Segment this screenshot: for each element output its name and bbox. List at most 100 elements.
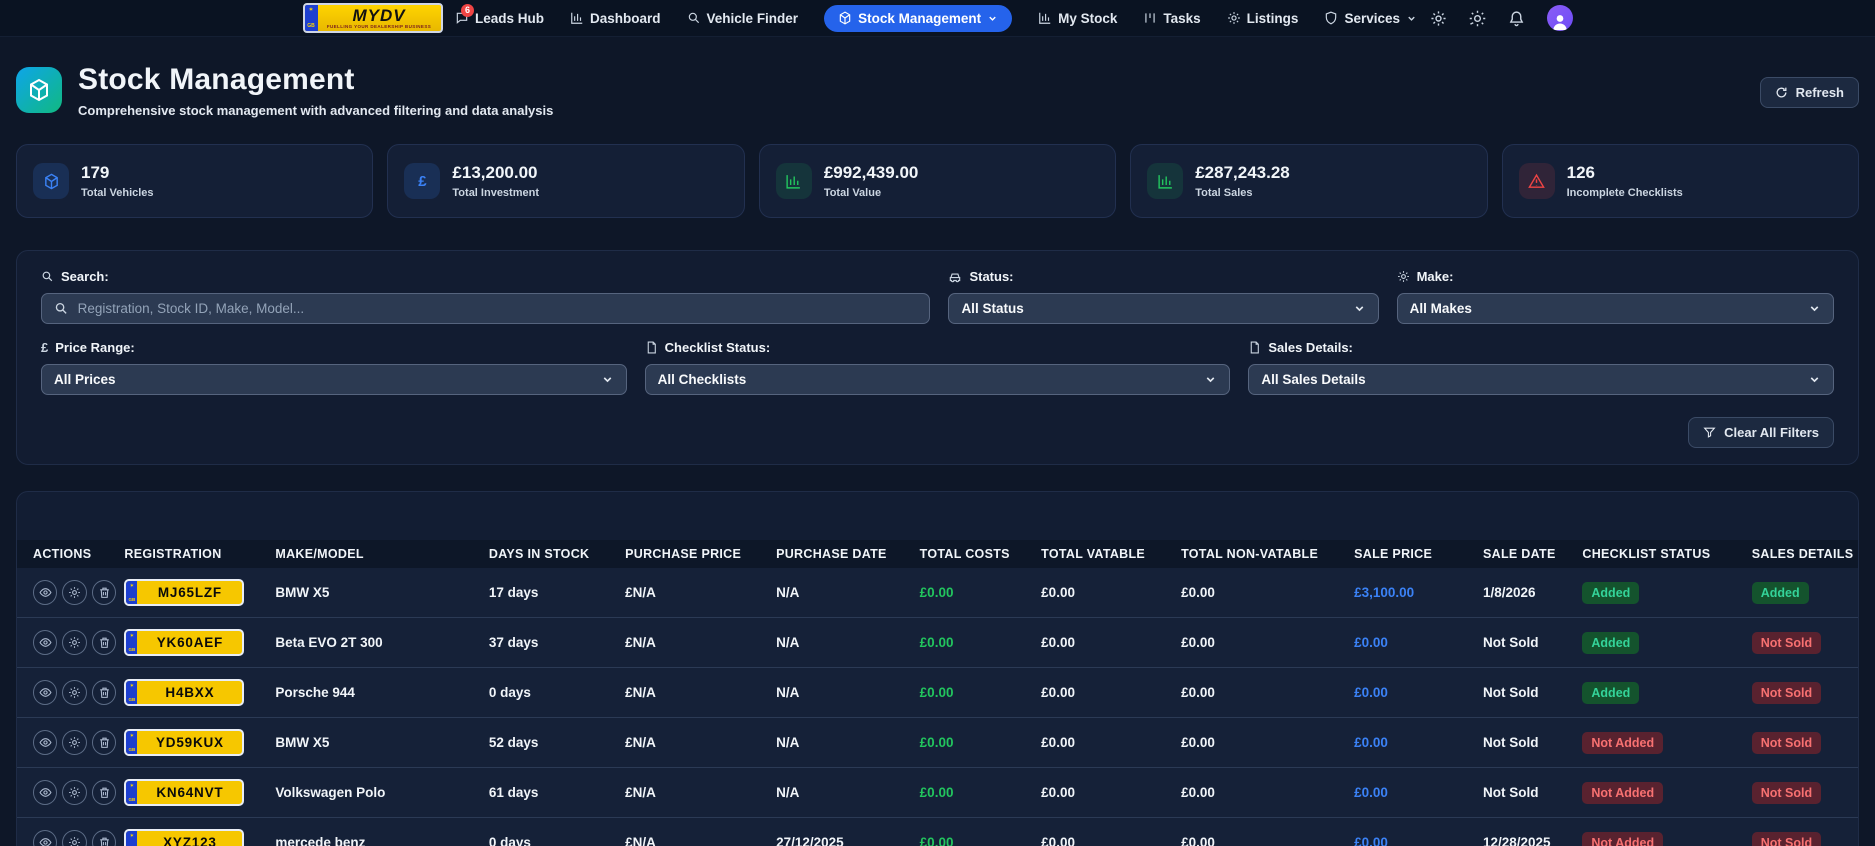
delete-button[interactable] — [91, 830, 117, 846]
checklist-status-badge: Added — [1582, 681, 1640, 704]
search-icon — [55, 302, 67, 314]
sale-date-cell: 1/8/2026 — [1482, 585, 1536, 600]
row-actions — [17, 830, 117, 846]
registration-plate[interactable]: ✶ GB KN64NVT — [124, 779, 245, 806]
purchase-price-cell: £N/A — [625, 685, 656, 700]
purchase-date-cell: N/A — [776, 585, 800, 600]
refresh-button[interactable]: Refresh — [1759, 77, 1859, 108]
checklist-status-select[interactable]: All Checklists — [644, 364, 1231, 395]
gear-icon — [69, 637, 81, 648]
delete-button[interactable] — [91, 780, 117, 805]
stat-label: Incomplete Checklists — [1566, 187, 1683, 199]
registration-text: XYZ123 — [163, 835, 217, 846]
nav-leads-hub[interactable]: 6 Leads Hub — [455, 3, 544, 26]
car-icon — [950, 273, 961, 282]
app-logo[interactable]: ✶ GB MYDV FUELLING YOUR DEALERSHIP BUSIN… — [302, 3, 443, 33]
eye-icon — [39, 588, 52, 597]
registration-plate[interactable]: ✶ GB H4BXX — [124, 679, 245, 706]
trash-icon — [99, 687, 109, 698]
logo-tagline: FUELLING YOUR DEALERSHIP BUSINESS — [326, 23, 432, 29]
registration-plate[interactable]: ✶GB XYZ123 — [124, 829, 245, 846]
view-button[interactable] — [33, 630, 58, 655]
sale-price-cell: £3,100.00 — [1354, 585, 1415, 600]
gear-icon — [69, 787, 81, 798]
table-row: ✶ GB KN64NVT Volkswagen Polo 61 days £N/A… — [17, 768, 1858, 818]
leads-count-badge: 6 — [461, 3, 474, 17]
table-row: ✶ GB YD59KUX BMW X5 52 days £N/A N/A £0.0… — [17, 718, 1858, 768]
make-select[interactable]: All Makes — [1396, 293, 1834, 324]
settings-icon[interactable] — [1430, 10, 1447, 27]
total-vatable-cell: £0.00 — [1041, 735, 1075, 750]
view-button[interactable] — [33, 580, 58, 605]
col-make-model: MAKE/MODEL — [275, 547, 364, 561]
purchase-date-cell: 27/12/2025 — [776, 835, 844, 846]
eu-stars-icon: ✶ — [130, 683, 134, 688]
edit-button[interactable] — [62, 580, 87, 605]
stat-total-value: £992,439.00 Total Value — [758, 144, 1117, 218]
registration-plate[interactable]: ✶ GB YD59KUX — [124, 729, 245, 756]
purchase-date-cell: N/A — [776, 635, 800, 650]
nav-my-stock[interactable]: My Stock — [1038, 11, 1117, 26]
edit-button[interactable] — [62, 630, 87, 655]
nav-tasks[interactable]: Tasks — [1143, 11, 1201, 26]
row-actions — [17, 630, 117, 655]
delete-button[interactable] — [91, 630, 117, 655]
delete-button[interactable] — [91, 730, 117, 755]
status-select[interactable]: All Status — [948, 293, 1379, 324]
nav-services[interactable]: Services — [1324, 11, 1417, 26]
purchase-date-cell: N/A — [776, 735, 800, 750]
theme-toggle-sun-icon[interactable] — [1469, 10, 1486, 27]
sale-date-cell: Not Sold — [1482, 785, 1539, 800]
col-total-non-vatable: TOTAL NON-VATABLE — [1181, 547, 1319, 561]
funnel-icon — [1703, 427, 1716, 438]
delete-button[interactable] — [91, 680, 117, 705]
cube-icon — [33, 163, 69, 199]
clear-filters-button[interactable]: Clear All Filters — [1688, 417, 1834, 448]
col-checklist-status: CHECKLIST STATUS — [1582, 547, 1711, 561]
trash-icon — [99, 787, 109, 798]
stat-label: Total Value — [823, 187, 882, 199]
eye-icon — [39, 788, 52, 797]
eu-stars-icon: ✶ — [130, 633, 134, 638]
warning-triangle-icon — [1518, 163, 1555, 199]
edit-button[interactable] — [62, 730, 87, 755]
eye-icon — [39, 638, 52, 647]
registration-plate[interactable]: ✶ GB YK60AEF — [124, 629, 245, 656]
total-costs-cell: £0.00 — [919, 585, 954, 600]
search-input[interactable] — [77, 301, 918, 316]
cube-icon — [839, 11, 851, 25]
view-button[interactable] — [33, 680, 58, 705]
eu-stars-icon: ✶ — [308, 7, 314, 13]
edit-button[interactable] — [62, 830, 87, 846]
days-in-stock-cell: 52 days — [488, 735, 539, 750]
make-model-cell: BMW X5 — [275, 735, 330, 750]
edit-button[interactable] — [62, 780, 87, 805]
nav-stock-management[interactable]: Stock Management — [824, 4, 1013, 32]
days-in-stock-cell: 61 days — [488, 785, 539, 800]
gear-icon — [69, 837, 81, 846]
nav-dashboard[interactable]: Dashboard — [570, 11, 661, 26]
registration-text: YD59KUX — [155, 735, 224, 750]
sales-details-select[interactable]: All Sales Details — [1248, 364, 1835, 395]
stat-total-vehicles: 179 Total Vehicles — [16, 144, 374, 218]
user-avatar[interactable] — [1546, 5, 1573, 31]
row-actions — [17, 680, 117, 705]
table-row: ✶ GB H4BXX Porsche 944 0 days £N/A N/A £0… — [17, 668, 1858, 718]
delete-button[interactable] — [91, 580, 117, 605]
registration-plate[interactable]: ✶ GB MJ65LZF — [124, 579, 245, 606]
nav-vehicle-finder[interactable]: Vehicle Finder — [687, 11, 798, 26]
total-costs-cell: £0.00 — [919, 785, 954, 800]
col-purchase-price: PURCHASE PRICE — [625, 547, 742, 561]
sale-price-cell: £0.00 — [1354, 835, 1388, 846]
notifications-bell-icon[interactable] — [1508, 10, 1525, 27]
edit-button[interactable] — [62, 680, 87, 705]
view-button[interactable] — [33, 830, 58, 846]
view-button[interactable] — [33, 730, 58, 755]
logo-country: GB — [307, 23, 315, 29]
stat-incomplete-checklists: 126 Incomplete Checklists — [1501, 144, 1860, 218]
nav-listings[interactable]: Listings — [1227, 11, 1298, 26]
price-range-select[interactable]: All Prices — [41, 364, 627, 395]
view-button[interactable] — [33, 780, 58, 805]
stats-row: 179 Total Vehicles £ £13,200.00 Total In… — [16, 144, 1860, 218]
col-total-costs: TOTAL COSTS — [919, 547, 1010, 561]
